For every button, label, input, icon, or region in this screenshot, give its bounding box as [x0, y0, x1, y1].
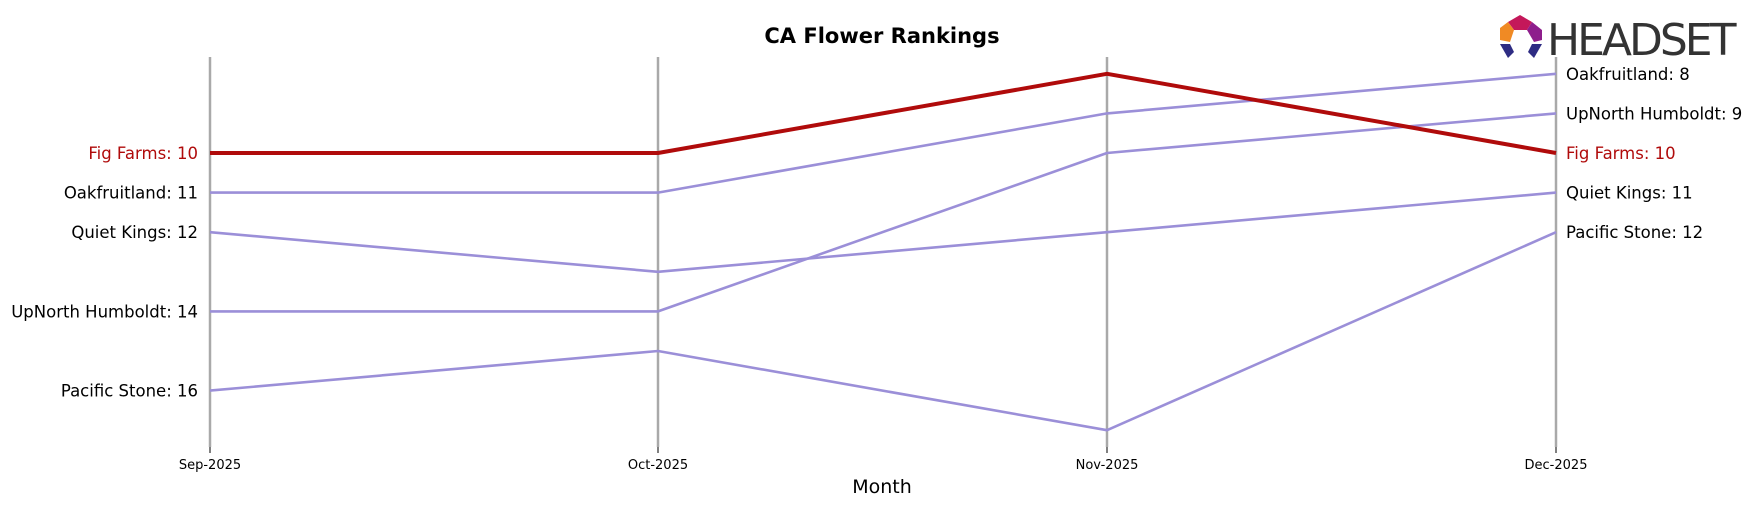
left-label-quiet-kings: Quiet Kings: 12	[71, 223, 198, 242]
x-tick-label: Oct-2025	[628, 458, 688, 473]
left-label-pacific-stone: Pacific Stone: 16	[61, 382, 198, 401]
grid-lines	[208, 57, 1558, 447]
series-line-fig-farms	[210, 71, 1557, 155]
right-label-pacific-stone: Pacific Stone: 12	[1566, 223, 1703, 242]
series-line-quiet-kings	[209, 191, 1557, 274]
right-label-fig-farms: Fig Farms: 10	[1566, 144, 1676, 163]
right-label-quiet-kings: Quiet Kings: 11	[1566, 184, 1693, 203]
headset-logo-icon	[1500, 15, 1542, 58]
series-lines	[209, 71, 1557, 432]
x-tick-label: Nov-2025	[1076, 458, 1139, 473]
right-label-oakfruitland: Oakfruitland: 8	[1566, 65, 1690, 84]
x-tick-labels: Sep-2025 Oct-2025 Nov-2025 Dec-2025	[179, 447, 1588, 473]
x-tick-label: Sep-2025	[179, 458, 241, 473]
left-label-oakfruitland: Oakfruitland: 11	[64, 184, 198, 203]
chart-title: CA Flower Rankings	[764, 24, 999, 48]
logo-text: HEADSET	[1547, 15, 1737, 66]
left-rank-labels: Fig Farms: 10 Oakfruitland: 11 Quiet Kings…	[11, 144, 198, 401]
headset-logo: HEADSET	[1500, 15, 1740, 66]
right-rank-labels: Oakfruitland: 8 UpNorth Humboldt: 9 Fig Fa…	[1566, 65, 1742, 242]
left-label-fig-farms: Fig Farms: 10	[88, 144, 198, 163]
right-label-upnorth-humboldt: UpNorth Humboldt: 9	[1566, 104, 1742, 123]
x-tick-label: Dec-2025	[1525, 458, 1588, 473]
series-line-upnorth-humboldt	[210, 112, 1557, 313]
left-label-upnorth-humboldt: UpNorth Humboldt: 14	[11, 302, 198, 321]
series-line-oakfruitland	[210, 72, 1557, 194]
x-axis-label: Month	[852, 476, 912, 498]
series-line-pacific-stone	[209, 231, 1557, 432]
